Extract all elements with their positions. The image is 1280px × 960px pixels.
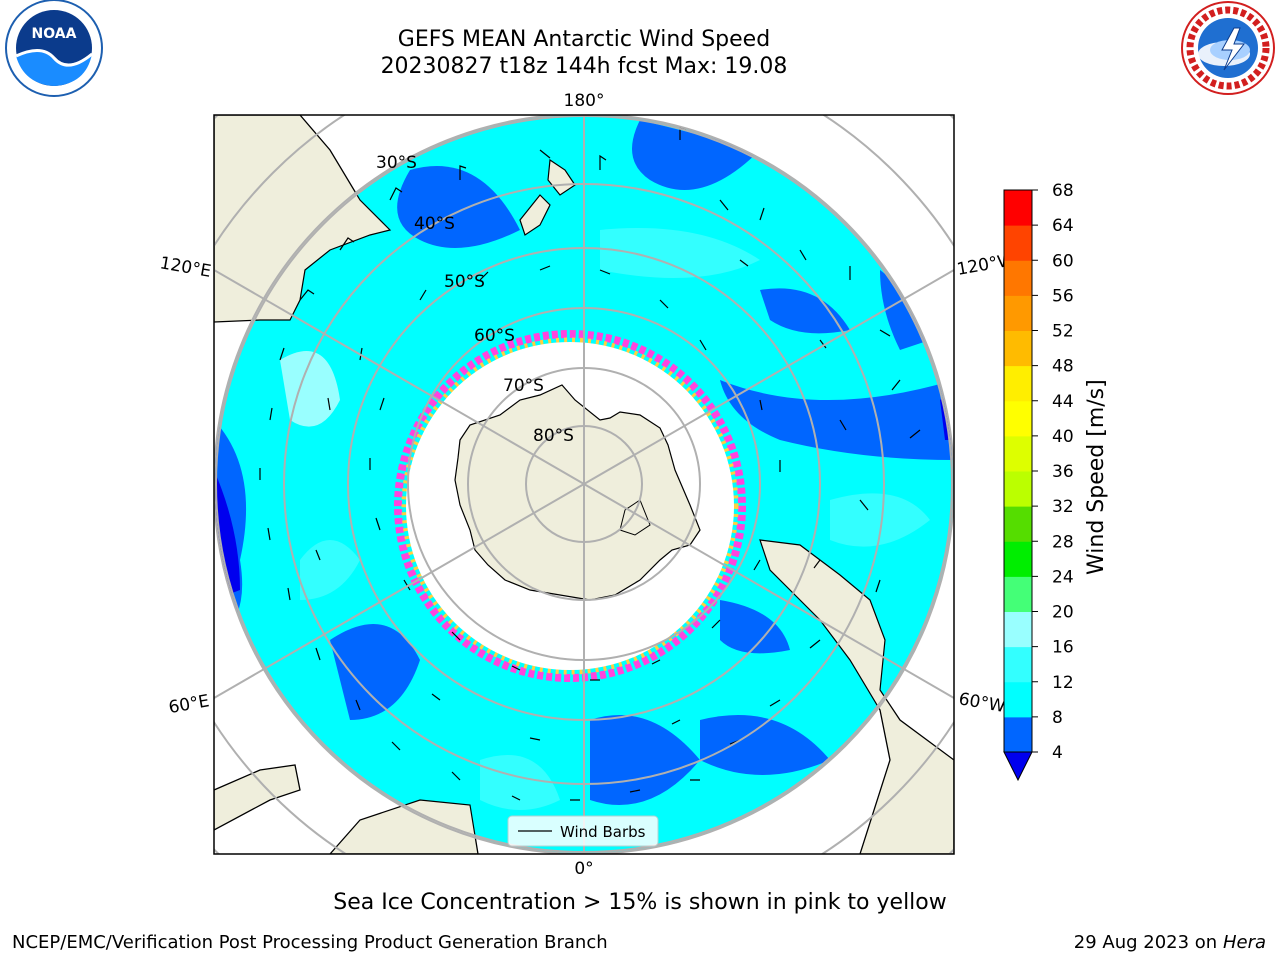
wind-barbs [259, 127, 921, 801]
colorbar-tick-label: 48 [1052, 357, 1074, 377]
colorbar-bin [1004, 190, 1032, 226]
colorbar-bin [1004, 400, 1032, 437]
title-line-2: 20230827 t18z 144h fcst Max: 19.08 [380, 54, 788, 79]
graticule-outer [214, 115, 954, 854]
colorbar-tick-label: 52 [1052, 322, 1074, 342]
colorbar-bin [1004, 646, 1032, 683]
colorbar-extend-arrow [1003, 751, 1033, 782]
colorbar-tick-label: 20 [1052, 603, 1074, 623]
colorbar-tick-label: 56 [1052, 286, 1074, 306]
footer-host: Hera [1222, 932, 1266, 953]
footer-date: 29 Aug 2023 on Hera [1074, 932, 1266, 953]
colorbar-tick-label: 40 [1052, 427, 1074, 447]
colorbar-tick-label: 64 [1052, 216, 1074, 236]
lat-label-70s: 70°S [503, 376, 544, 396]
lat-label-50s: 50°S [444, 272, 485, 292]
noaa-logo-text: NOAA [32, 26, 77, 42]
lat-label-60s: 60°S [474, 326, 515, 346]
colorbar-bin [1004, 295, 1032, 331]
colorbar-bin [1004, 716, 1032, 753]
colorbar-bin [1004, 260, 1032, 296]
colorbar-tick-label: 60 [1052, 251, 1074, 271]
antarctica-land [454, 384, 701, 601]
lon-label-60w: 60°W [957, 689, 1007, 717]
legend-label: Wind Barbs [560, 823, 646, 841]
colorbar-tick-label: 68 [1052, 181, 1074, 201]
wind-speed-field [214, 120, 954, 810]
colorbar-bin [1004, 611, 1032, 648]
colorbar-bin [1004, 541, 1032, 577]
colorbar-tick-label: 32 [1052, 497, 1074, 517]
nws-logo [1181, 1, 1275, 95]
colorbar-tick-label: 28 [1052, 532, 1074, 552]
colorbar-bin [1004, 330, 1032, 367]
colorbar-tick-label: 16 [1052, 638, 1074, 658]
lon-label-0: 0° [574, 859, 593, 879]
caption: Sea Ice Concentration > 15% is shown in … [333, 890, 947, 915]
footer-credit: NCEP/EMC/Verification Post Processing Pr… [12, 932, 608, 953]
colorbar-tick-label: 36 [1052, 462, 1074, 482]
lon-label-180: 180° [564, 91, 605, 111]
lon-label-60e: 60°E [167, 691, 211, 718]
colorbar-bin [1004, 435, 1032, 472]
colorbar-bin [1004, 681, 1032, 718]
colorbar-tick-label: 4 [1052, 743, 1063, 763]
footer-date-text: 29 Aug 2023 on [1073, 932, 1218, 953]
colorbar-tick-label: 8 [1052, 708, 1063, 728]
colorbar-bin [1004, 471, 1032, 507]
colorbar-bin [1004, 576, 1032, 612]
noaa-logo: NOAA [5, 0, 103, 97]
lon-label-120e: 120°E [158, 253, 212, 282]
wind-barbs-legend: Wind Barbs [507, 815, 659, 847]
lat-label-30s: 30°S [376, 153, 417, 173]
colorbar-title: Wind Speed [m/s] [1084, 379, 1109, 575]
title-line-1: GEFS MEAN Antarctic Wind Speed [397, 27, 771, 52]
colorbar-bin [1004, 225, 1032, 261]
lat-label-40s: 40°S [414, 214, 455, 234]
colorbar-tick-label: 24 [1052, 567, 1074, 587]
lat-label-80s: 80°S [533, 426, 574, 446]
colorbar-bin [1004, 506, 1032, 542]
colorbar-tick-label: 12 [1052, 673, 1074, 693]
colorbar-tick-label: 44 [1052, 392, 1074, 412]
map-frame [213, 114, 955, 855]
colorbar-bin [1004, 365, 1032, 402]
